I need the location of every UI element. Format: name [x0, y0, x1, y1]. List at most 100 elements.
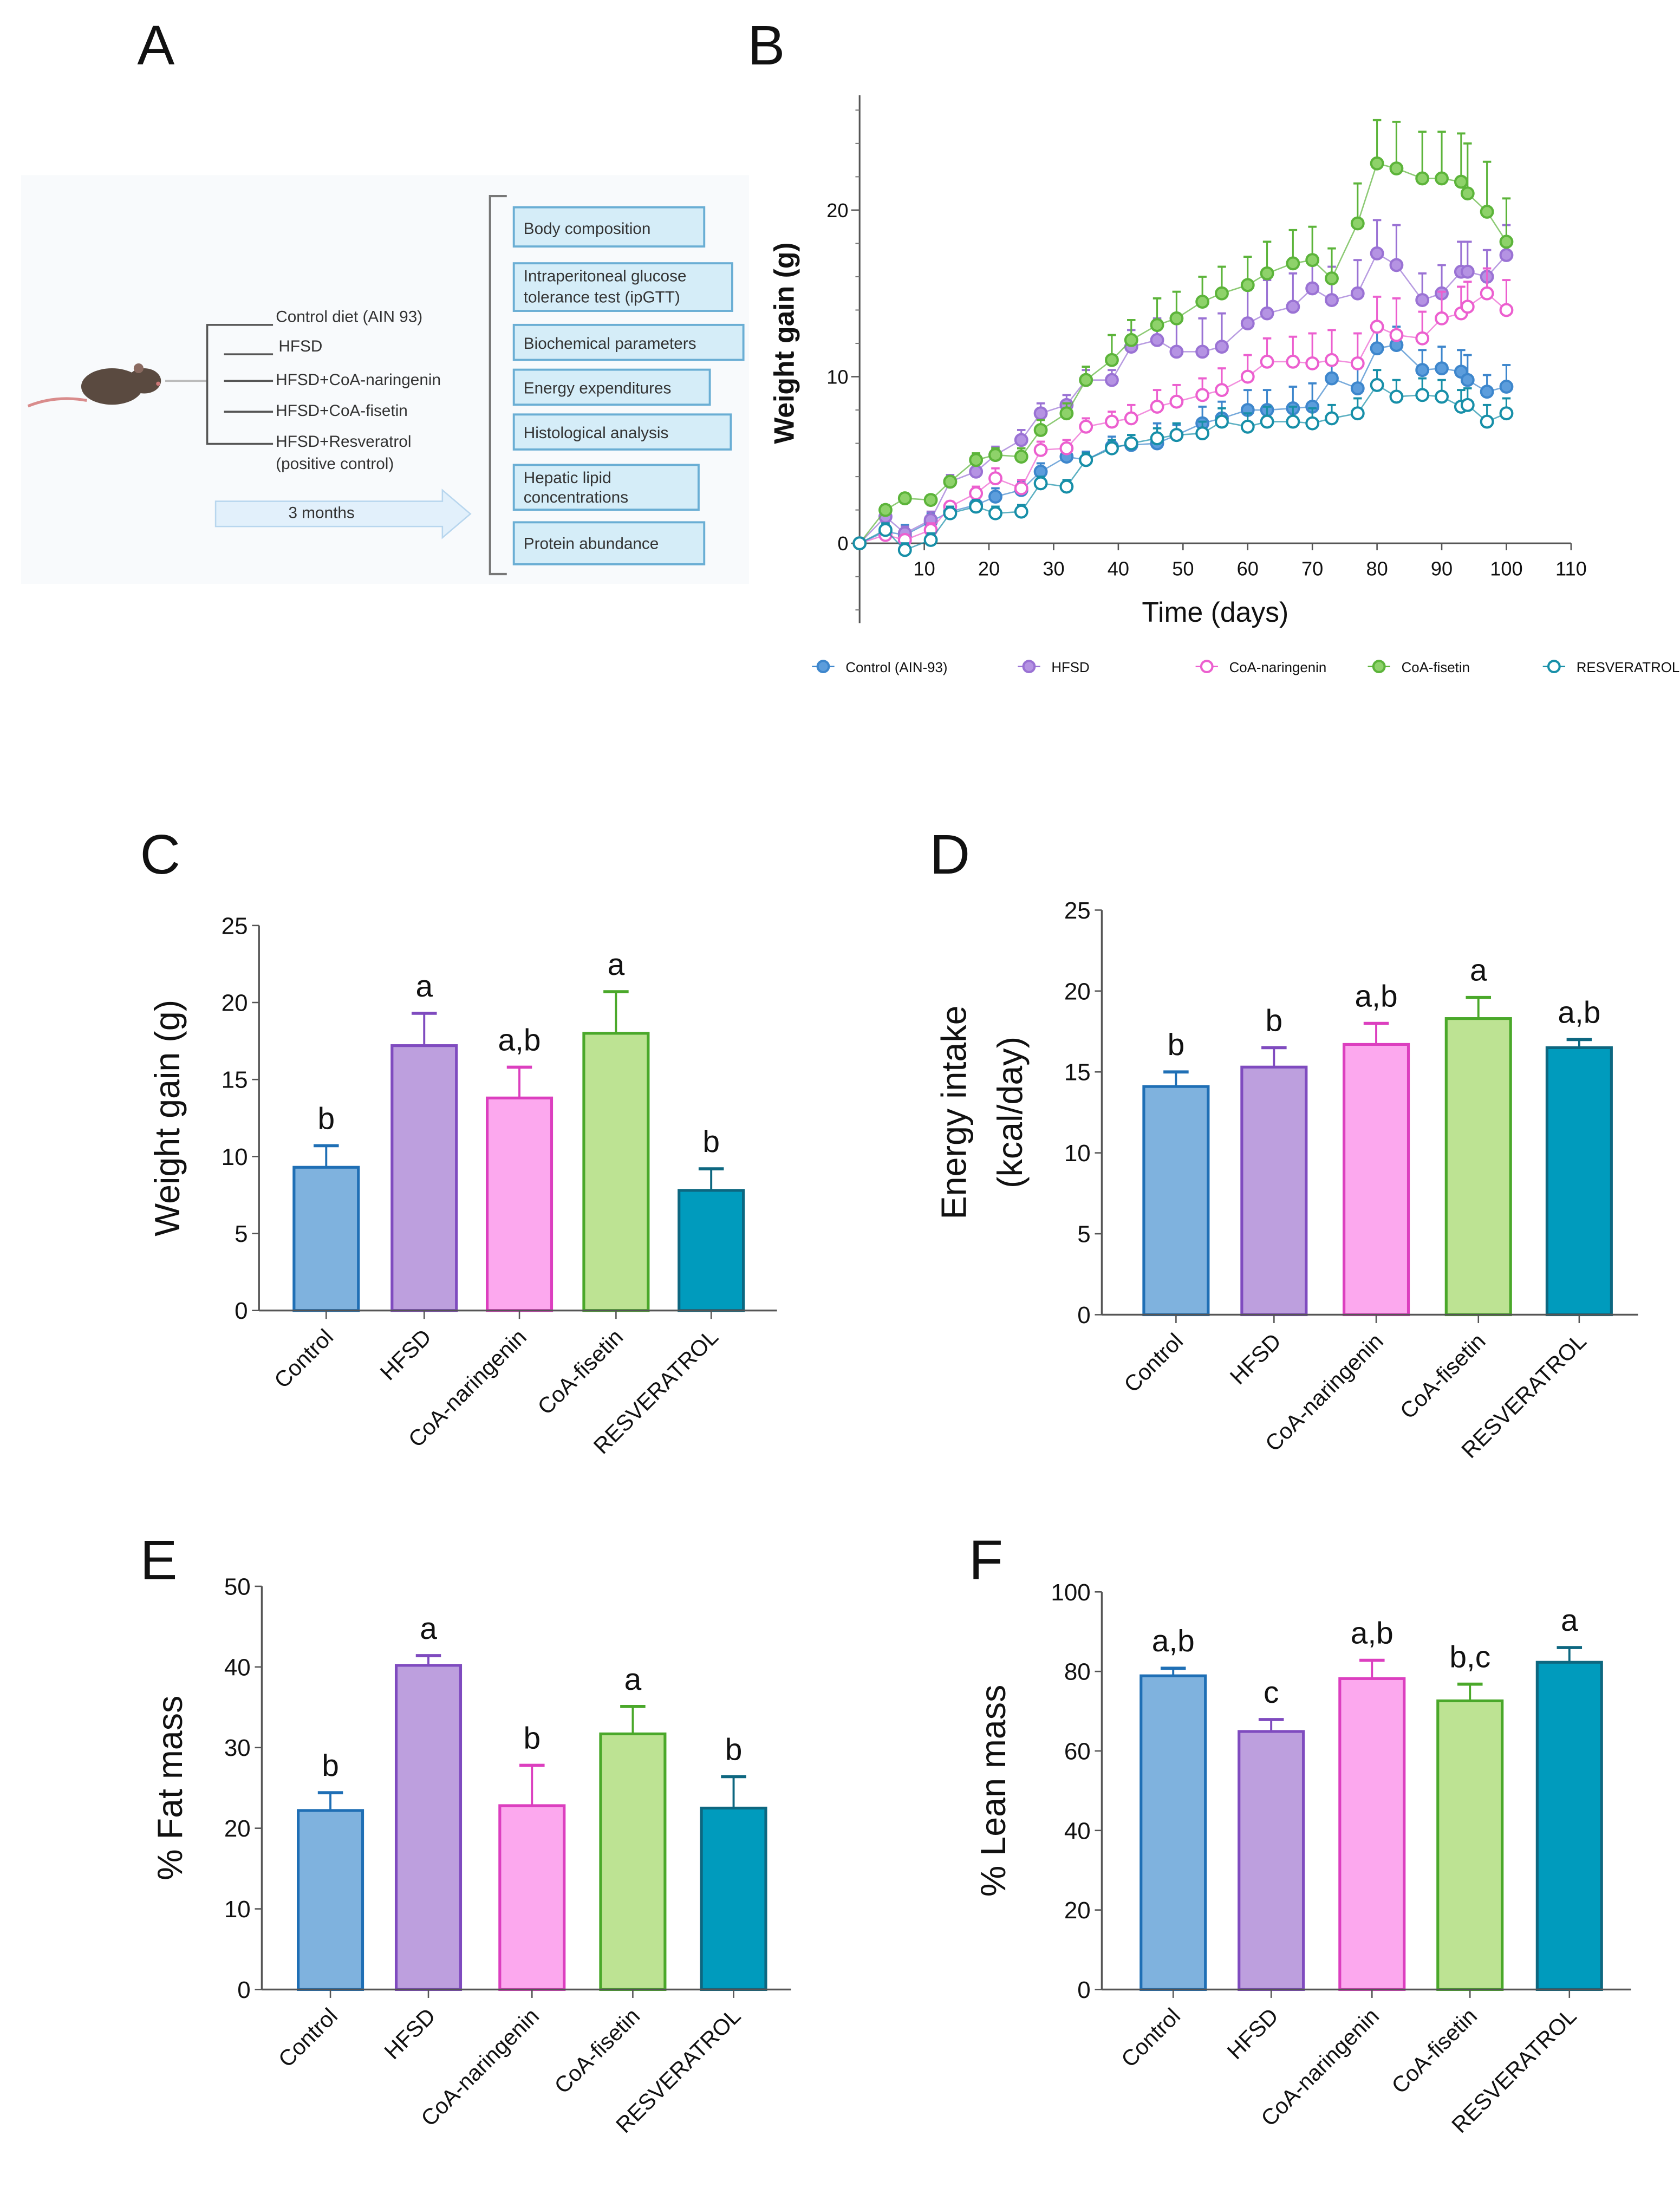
- legend-label: RESVERATROL: [1577, 660, 1680, 675]
- bar: [1238, 1730, 1305, 1991]
- data-point: [1305, 281, 1320, 296]
- bar: [292, 1166, 360, 1312]
- data-point: [1260, 354, 1274, 369]
- data-point: [1240, 369, 1255, 384]
- legend-marker: [1022, 660, 1036, 674]
- bar: [1240, 1065, 1308, 1317]
- significance-letter: a: [1561, 1604, 1578, 1638]
- data-point: [969, 486, 984, 500]
- data-point: [1350, 286, 1365, 301]
- y-tick-label: 0: [237, 1977, 250, 2003]
- bar-group: a,b: [1343, 980, 1410, 1317]
- y-tick-label: 10: [222, 1144, 248, 1170]
- data-point: [1240, 419, 1255, 434]
- energy-intake-bar-chart: bControlbHFSDa,bCoA-naringeninaCoA-fiset…: [935, 897, 1638, 1463]
- group-label: HFSD+Resveratrol: [276, 433, 411, 451]
- significance-letter: a,b: [1351, 1617, 1394, 1651]
- mouse-icon: [27, 363, 161, 408]
- panel-label-c: C: [140, 823, 181, 886]
- data-point: [1059, 406, 1074, 421]
- significance-letter: a,b: [1152, 1624, 1195, 1658]
- data-point: [1305, 356, 1320, 370]
- y-tick-label: 40: [224, 1654, 251, 1681]
- x-tick-label: Control: [1116, 2003, 1185, 2072]
- y-tick-label: 30: [224, 1735, 251, 1761]
- data-point: [1460, 398, 1475, 412]
- x-tick-label: 50: [1172, 558, 1194, 580]
- data-point: [1325, 271, 1339, 285]
- data-point: [1195, 295, 1210, 309]
- y-tick-label: 80: [1064, 1659, 1091, 1685]
- data-point: [852, 536, 867, 551]
- data-point: [1499, 303, 1514, 317]
- x-tick-label: 90: [1431, 558, 1453, 580]
- panel-label-b: B: [747, 14, 785, 76]
- y-tick-label: 0: [837, 532, 848, 555]
- data-point: [1105, 414, 1119, 429]
- x-axis-label: Time (days): [1142, 596, 1288, 628]
- data-point: [988, 471, 1002, 486]
- bar: [1142, 1085, 1210, 1317]
- data-point: [1169, 311, 1184, 325]
- x-tick-label: 20: [978, 558, 1000, 580]
- data-point: [1215, 340, 1229, 354]
- bar-group: a,b: [1545, 995, 1613, 1317]
- data-point: [1150, 318, 1164, 333]
- x-tick-label: 100: [1490, 558, 1522, 580]
- data-point: [1014, 433, 1028, 447]
- data-point: [923, 533, 938, 547]
- x-tick-label: CoA-fisetin: [550, 2003, 645, 2099]
- data-point: [1150, 333, 1164, 347]
- legend-label: CoA-naringenin: [1229, 660, 1327, 675]
- data-point: [1370, 246, 1384, 261]
- y-tick-label: 20: [1064, 1897, 1091, 1924]
- bar-group: b: [292, 1102, 360, 1312]
- data-point: [1499, 406, 1514, 421]
- group-label: (positive control): [276, 455, 394, 473]
- data-point: [1415, 331, 1430, 346]
- y-tick-label: 0: [235, 1298, 248, 1324]
- data-point: [1325, 293, 1339, 307]
- significance-letter: b: [523, 1721, 541, 1755]
- x-tick-label: CoA-fisetin: [1387, 2003, 1482, 2099]
- significance-letter: a: [608, 948, 625, 982]
- duration-label: 3 months: [289, 504, 355, 522]
- significance-letter: b: [317, 1102, 335, 1136]
- bar: [1139, 1674, 1207, 1991]
- x-tick-label: Control: [269, 1324, 338, 1393]
- bar-group: b: [498, 1721, 566, 1991]
- data-point: [1169, 344, 1184, 359]
- bar-group: a: [390, 969, 458, 1312]
- data-point: [1260, 266, 1274, 281]
- data-point: [988, 448, 1002, 463]
- x-tick-label: 110: [1555, 558, 1587, 580]
- data-point: [1033, 476, 1048, 491]
- weight-gain-bar-chart: bControlaHFSDa,bCoA-naringeninaCoA-fiset…: [148, 913, 777, 1459]
- significance-letter: a,b: [498, 1023, 541, 1057]
- analysis-item: Energy expenditures: [524, 380, 672, 398]
- y-tick-label: 25: [1064, 897, 1091, 924]
- data-point: [1195, 388, 1210, 402]
- analysis-item: Biochemical parameters: [524, 335, 696, 353]
- bar: [599, 1732, 667, 1991]
- x-tick-label: 80: [1366, 558, 1388, 580]
- data-point: [1059, 479, 1074, 494]
- data-point: [1480, 286, 1494, 301]
- analysis-item: Hepatic lipid: [524, 469, 611, 487]
- duration-arrow: 3 months: [214, 489, 472, 539]
- bar-group: a: [599, 1663, 667, 1991]
- data-point: [988, 490, 1002, 504]
- series-resveratrol: [852, 369, 1514, 557]
- analysis-item: Protein abundance: [524, 535, 659, 552]
- panel-label-d: D: [929, 823, 970, 886]
- data-point: [1389, 258, 1404, 272]
- data-point: [1370, 341, 1384, 356]
- bar: [297, 1809, 364, 1991]
- bar-group: b: [700, 1733, 767, 1991]
- y-tick-label: 15: [1064, 1059, 1091, 1086]
- bar-group: b: [1240, 1004, 1308, 1317]
- data-point: [1499, 380, 1514, 394]
- significance-letter: b: [725, 1733, 743, 1767]
- significance-letter: b: [702, 1125, 720, 1159]
- y-tick-label: 25: [222, 913, 248, 939]
